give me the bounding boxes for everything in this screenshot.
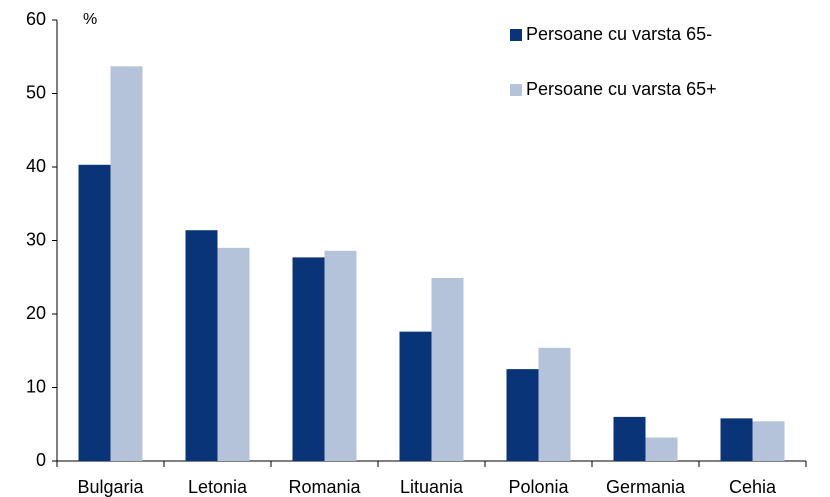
x-tick-label: Romania: [288, 477, 361, 497]
bar: [217, 247, 250, 461]
legend-swatch: [510, 29, 522, 41]
x-tick-label: Letonia: [188, 477, 248, 497]
x-tick-label: Lituania: [400, 477, 464, 497]
y-tick-label: 10: [26, 376, 46, 396]
x-tick-label: Bulgaria: [77, 477, 144, 497]
bar: [538, 347, 571, 461]
bar: [720, 418, 753, 461]
legend-swatch: [510, 84, 522, 96]
y-tick-label: 40: [26, 156, 46, 176]
x-tick-label: Cehia: [729, 477, 777, 497]
bar: [324, 250, 357, 461]
bar: [292, 257, 325, 461]
legend-label: Persoane cu varsta 65-: [526, 24, 712, 44]
y-tick-label: 60: [26, 9, 46, 29]
bar: [431, 277, 464, 461]
x-tick-label: Polonia: [508, 477, 569, 497]
bar: [110, 66, 143, 462]
y-tick-label: 0: [36, 450, 46, 470]
bar: [506, 369, 539, 461]
bar: [613, 416, 646, 461]
y-tick-label: 30: [26, 229, 46, 249]
y-tick-label: 50: [26, 82, 46, 102]
bar: [78, 164, 111, 462]
bar: [752, 421, 785, 461]
bar: [399, 331, 432, 461]
bar: [185, 230, 218, 461]
y-axis-label: %: [83, 11, 97, 28]
y-tick-label: 20: [26, 303, 46, 323]
bar: [645, 437, 678, 461]
legend-label: Persoane cu varsta 65+: [526, 79, 717, 99]
x-tick-label: Germania: [606, 477, 686, 497]
